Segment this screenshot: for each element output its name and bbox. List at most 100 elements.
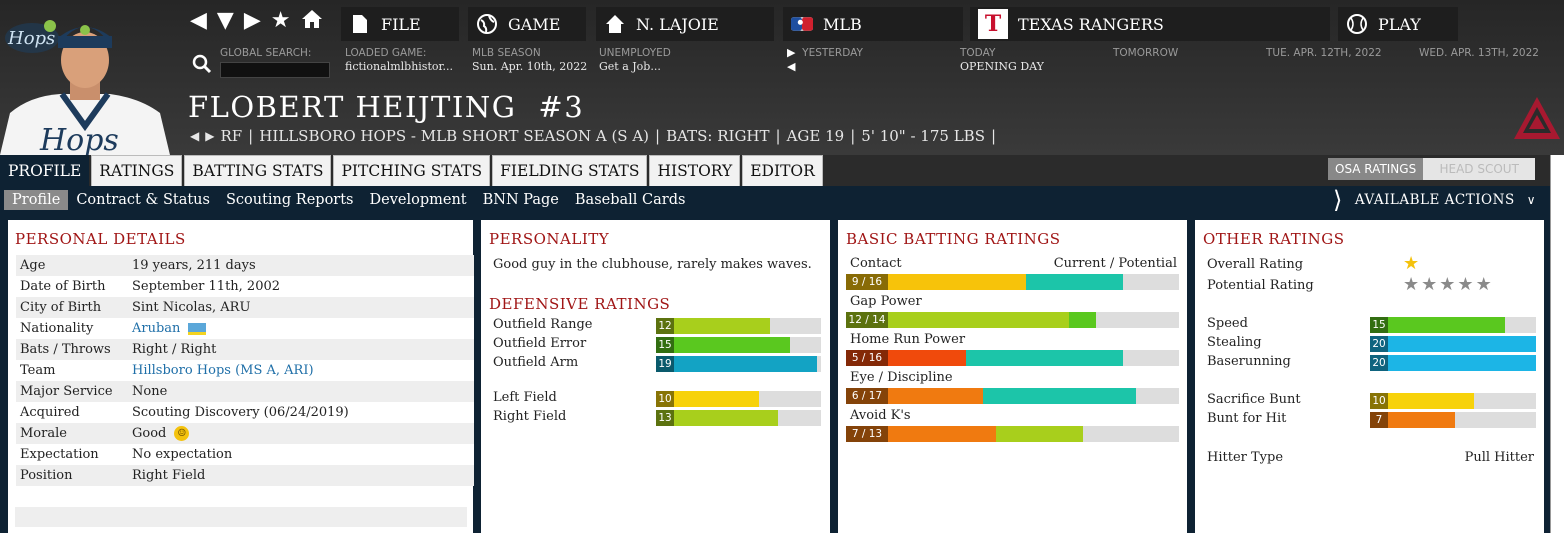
rangers-logo-icon: T <box>978 9 1008 39</box>
player-photo: Hops <box>0 8 170 158</box>
star-icon[interactable]: ★ <box>270 8 291 33</box>
batting-label: Eye / Discipline <box>850 370 953 385</box>
tab-editor[interactable]: EDITOR <box>742 155 823 186</box>
batting-bar: 6 / 17 <box>846 388 1179 404</box>
sub-navigation: Profile Contract & Status Scouting Repor… <box>0 186 1550 214</box>
tab-fielding-stats[interactable]: FIELDING STATS <box>492 155 648 186</box>
rating-fill <box>1388 317 1505 333</box>
rating-fill <box>1388 336 1536 352</box>
day4-info[interactable]: TUE. APR. 12TH, 2022 <box>1266 47 1382 59</box>
file-menu-button[interactable]: FILE <box>341 7 459 41</box>
next-player-icon[interactable]: ▶ <box>205 129 215 143</box>
team-logo-hops: Hops <box>4 14 60 58</box>
detail-key: Age <box>20 258 46 273</box>
osa-ratings-toggle[interactable]: OSA RATINGS <box>1328 158 1424 180</box>
player-team-link[interactable]: HILLSBORO HOPS - MLB SHORT SEASON A (S A… <box>259 127 650 145</box>
defense-label: Outfield Arm <box>493 355 579 370</box>
manager-menu-button[interactable]: N. LAJOIE <box>596 7 774 41</box>
file-label: FILE <box>381 14 421 34</box>
team-menu-button[interactable]: T TEXAS RANGERS <box>970 7 1330 41</box>
tomorrow-info[interactable]: TOMORROW <box>1113 47 1179 59</box>
forward-arrow-icon[interactable]: ▶ <box>243 8 261 33</box>
subnav-scouting[interactable]: Scouting Reports <box>225 191 354 208</box>
rating-fill <box>674 391 759 407</box>
star-icon: ★ <box>1475 274 1492 295</box>
play-button[interactable]: PLAY <box>1338 7 1458 41</box>
detail-row: City of Birth Sint Nicolas, ARU <box>16 297 474 318</box>
rating-fill <box>674 337 790 353</box>
tab-batting-stats[interactable]: BATTING STATS <box>184 155 332 186</box>
smiley-icon: ☺ <box>174 426 190 441</box>
detail-value[interactable]: Aruban <box>132 321 181 336</box>
yesterday-info[interactable]: ▶ YESTERDAY ◀ <box>787 46 863 73</box>
baseball-icon <box>1346 13 1368 35</box>
globe-icon <box>476 13 498 35</box>
defense-label: Outfield Error <box>493 336 587 351</box>
diamondbacks-logo <box>1512 95 1562 141</box>
tab-pitching-stats[interactable]: PITCHING STATS <box>333 155 491 186</box>
player-age: AGE 19 <box>786 127 845 145</box>
batting-bar: 12 / 14 <box>846 312 1179 328</box>
search-icon[interactable] <box>192 54 212 74</box>
game-menu-button[interactable]: GAME <box>468 7 586 41</box>
back-arrow-icon[interactable]: ◀ <box>190 8 207 33</box>
rating-value: 20 <box>1370 355 1388 371</box>
game-label: GAME <box>508 14 561 34</box>
tab-profile[interactable]: PROFILE <box>0 155 90 186</box>
batting-label: Contact <box>850 256 902 271</box>
subnav-cards[interactable]: Baseball Cards <box>574 191 686 208</box>
head-scout-toggle[interactable]: HEAD SCOUT <box>1423 158 1536 180</box>
detail-key: Major Service <box>20 384 113 399</box>
dropdown-arrow-icon[interactable]: ▼ <box>216 8 234 33</box>
batting-value: 5 / 16 <box>846 350 888 366</box>
play-small-icon[interactable]: ▶ <box>787 46 796 59</box>
other-ratings-title: OTHER RATINGS <box>1203 230 1345 248</box>
file-icon <box>349 13 371 35</box>
rating-value: 10 <box>656 391 674 407</box>
detail-value[interactable]: Hillsboro Hops (MS A, ARI) <box>132 363 314 378</box>
detail-row: Team Hillsboro Hops (MS A, ARI) <box>16 360 474 381</box>
loaded-game-info[interactable]: LOADED GAME: fictionalmlbhistor... <box>345 47 454 73</box>
detail-row: Nationality Aruban <box>16 318 474 339</box>
detail-key: Nationality <box>20 321 94 336</box>
detail-key: Bats / Throws <box>20 342 111 357</box>
star-icon: ★ <box>1421 274 1438 295</box>
batting-value: 7 / 13 <box>846 426 888 442</box>
batting-ratings-title: BASIC BATTING RATINGS <box>846 230 1061 248</box>
potential-fill <box>996 426 1083 442</box>
defense-label: Right Field <box>493 409 567 424</box>
rating-value: 7 <box>1370 412 1388 428</box>
tab-history[interactable]: HISTORY <box>649 155 741 186</box>
day5-info[interactable]: WED. APR. 13TH, 2022 <box>1419 47 1539 59</box>
rating-value: 13 <box>656 410 674 426</box>
rating-fill <box>1388 393 1474 409</box>
subnav-bnn[interactable]: BNN Page <box>482 191 559 208</box>
subnav-contract[interactable]: Contract & Status <box>76 191 210 208</box>
home-icon[interactable] <box>301 8 323 36</box>
rating-bar: 19 <box>656 356 821 372</box>
potential-rating-label: Potential Rating <box>1207 278 1314 293</box>
detail-value: None <box>132 384 168 399</box>
detail-row: Date of Birth September 11th, 2002 <box>16 276 474 297</box>
available-actions-menu[interactable]: ⟩ AVAILABLE ACTIONS ∨ <box>1333 186 1536 214</box>
detail-value: September 11th, 2002 <box>132 279 281 294</box>
subnav-development[interactable]: Development <box>369 191 467 208</box>
job-info[interactable]: UNEMPLOYED Get a Job... <box>599 47 671 73</box>
detail-row: Position Right Field <box>16 465 474 486</box>
back-small-icon[interactable]: ◀ <box>787 60 796 73</box>
other-label: Baserunning <box>1207 354 1291 369</box>
league-menu-button[interactable]: MLB <box>783 7 963 41</box>
rating-bar: 15 <box>1370 317 1536 333</box>
tab-ratings[interactable]: RATINGS <box>91 155 183 186</box>
subnav-profile[interactable]: Profile <box>4 189 69 210</box>
prev-player-icon[interactable]: ◀ <box>190 129 200 143</box>
rating-bar: 12 <box>656 318 821 334</box>
personality-text: Good guy in the clubhouse, rarely makes … <box>493 257 812 272</box>
rating-fill <box>1388 412 1455 428</box>
personal-details-title: PERSONAL DETAILS <box>15 230 186 248</box>
global-search-input[interactable] <box>220 62 330 78</box>
manager-label: N. LAJOIE <box>636 14 719 34</box>
batting-label: Home Run Power <box>850 332 966 347</box>
svg-text:Hops: Hops <box>39 123 119 155</box>
rating-value: 15 <box>656 337 674 353</box>
